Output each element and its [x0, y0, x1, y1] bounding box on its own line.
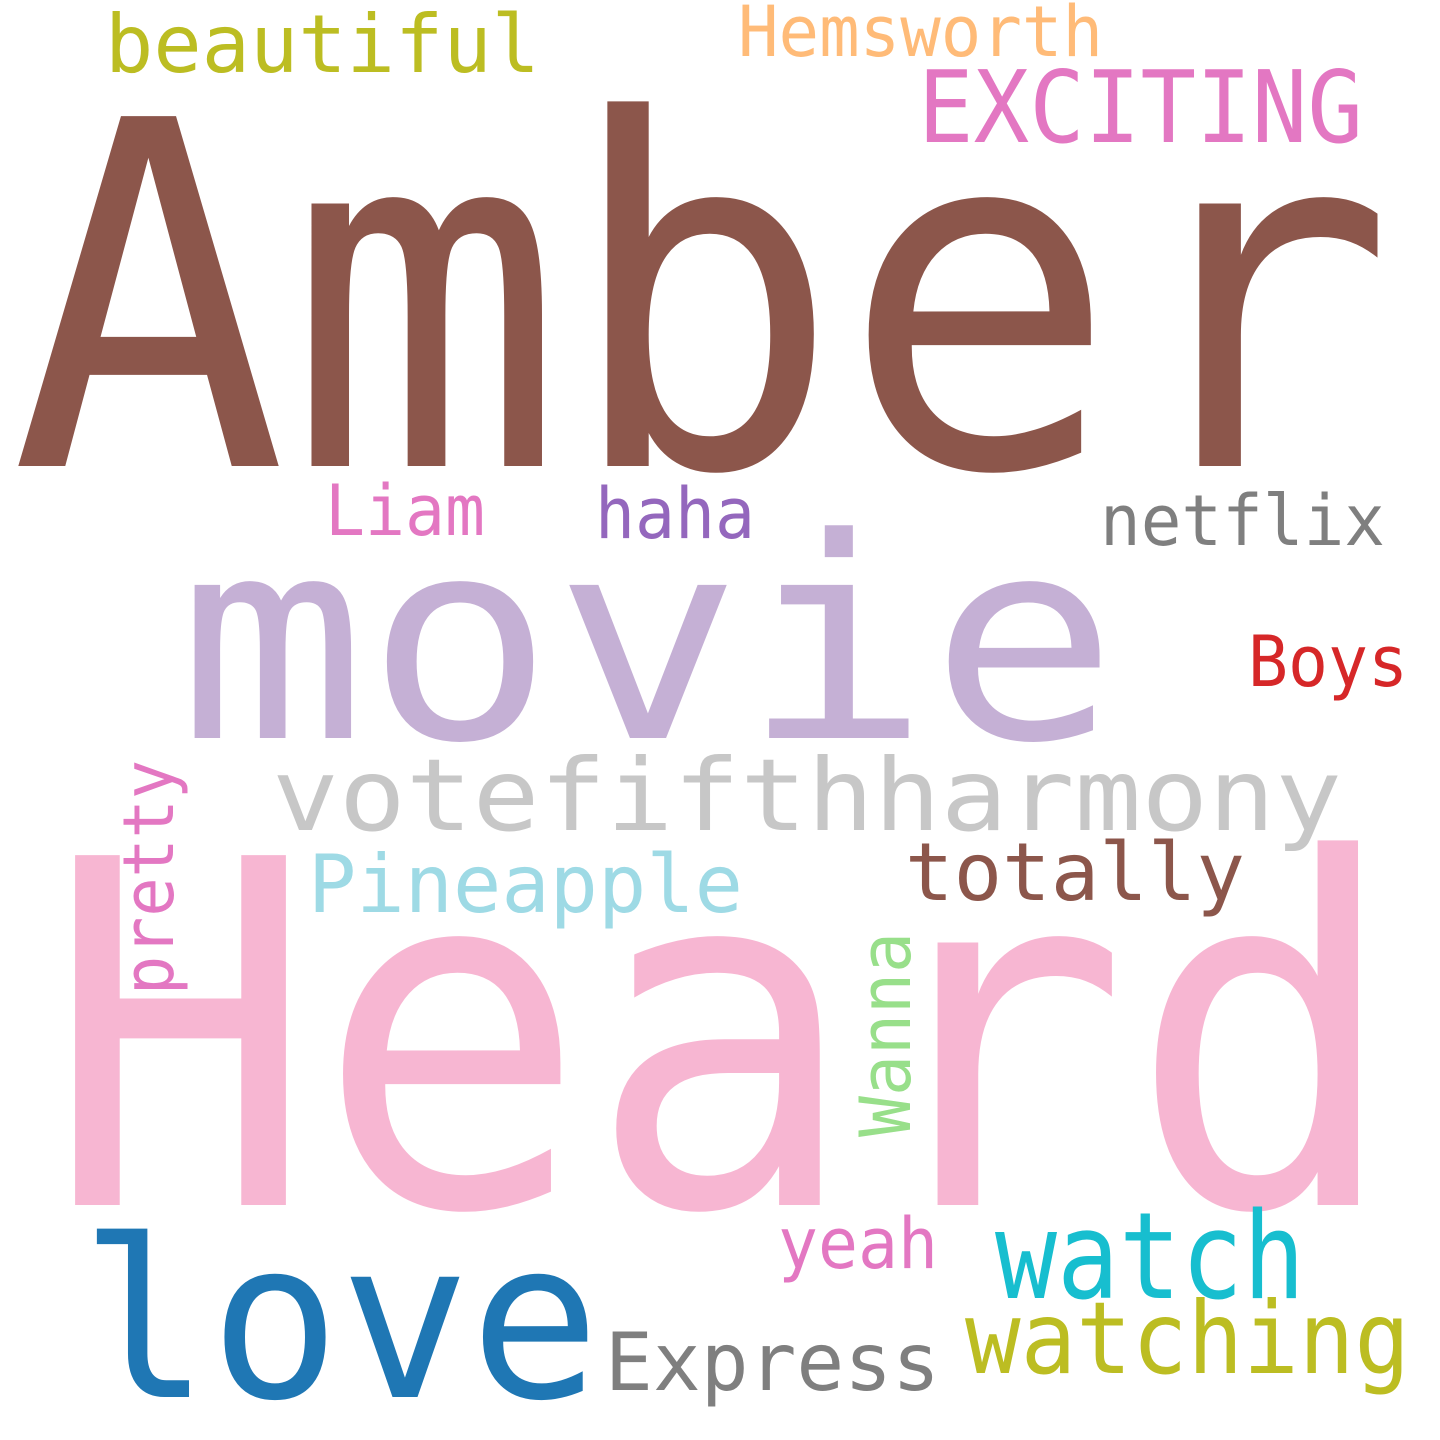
word-netflix: netflix: [1100, 480, 1385, 562]
word-watch: watch: [995, 1188, 1305, 1327]
word-pineapple: Pineapple: [308, 838, 743, 931]
word-yeah: yeah: [778, 1203, 938, 1285]
word-votefifthharmony: votefifthharmony: [272, 737, 1342, 854]
word-liam: Liam: [325, 470, 485, 552]
word-amber: Amber: [10, 21, 1395, 580]
word-beautiful: beautiful: [105, 0, 540, 91]
word-love: love: [80, 1193, 600, 1440]
word-heard: Heard: [45, 760, 1400, 1319]
word-pretty: pretty: [108, 760, 190, 995]
word-boys: Boys: [1248, 621, 1408, 703]
word-hemsworth: Hemsworth: [738, 0, 1103, 73]
word-express: Express: [605, 1316, 940, 1409]
word-wanna: Wanna: [845, 932, 927, 1137]
word-totally: totally: [905, 826, 1245, 919]
word-exciting: EXCITING: [918, 49, 1363, 166]
word-movie: movie: [178, 479, 1118, 805]
word-haha: haha: [595, 473, 755, 555]
word-watching: watching: [965, 1280, 1410, 1397]
